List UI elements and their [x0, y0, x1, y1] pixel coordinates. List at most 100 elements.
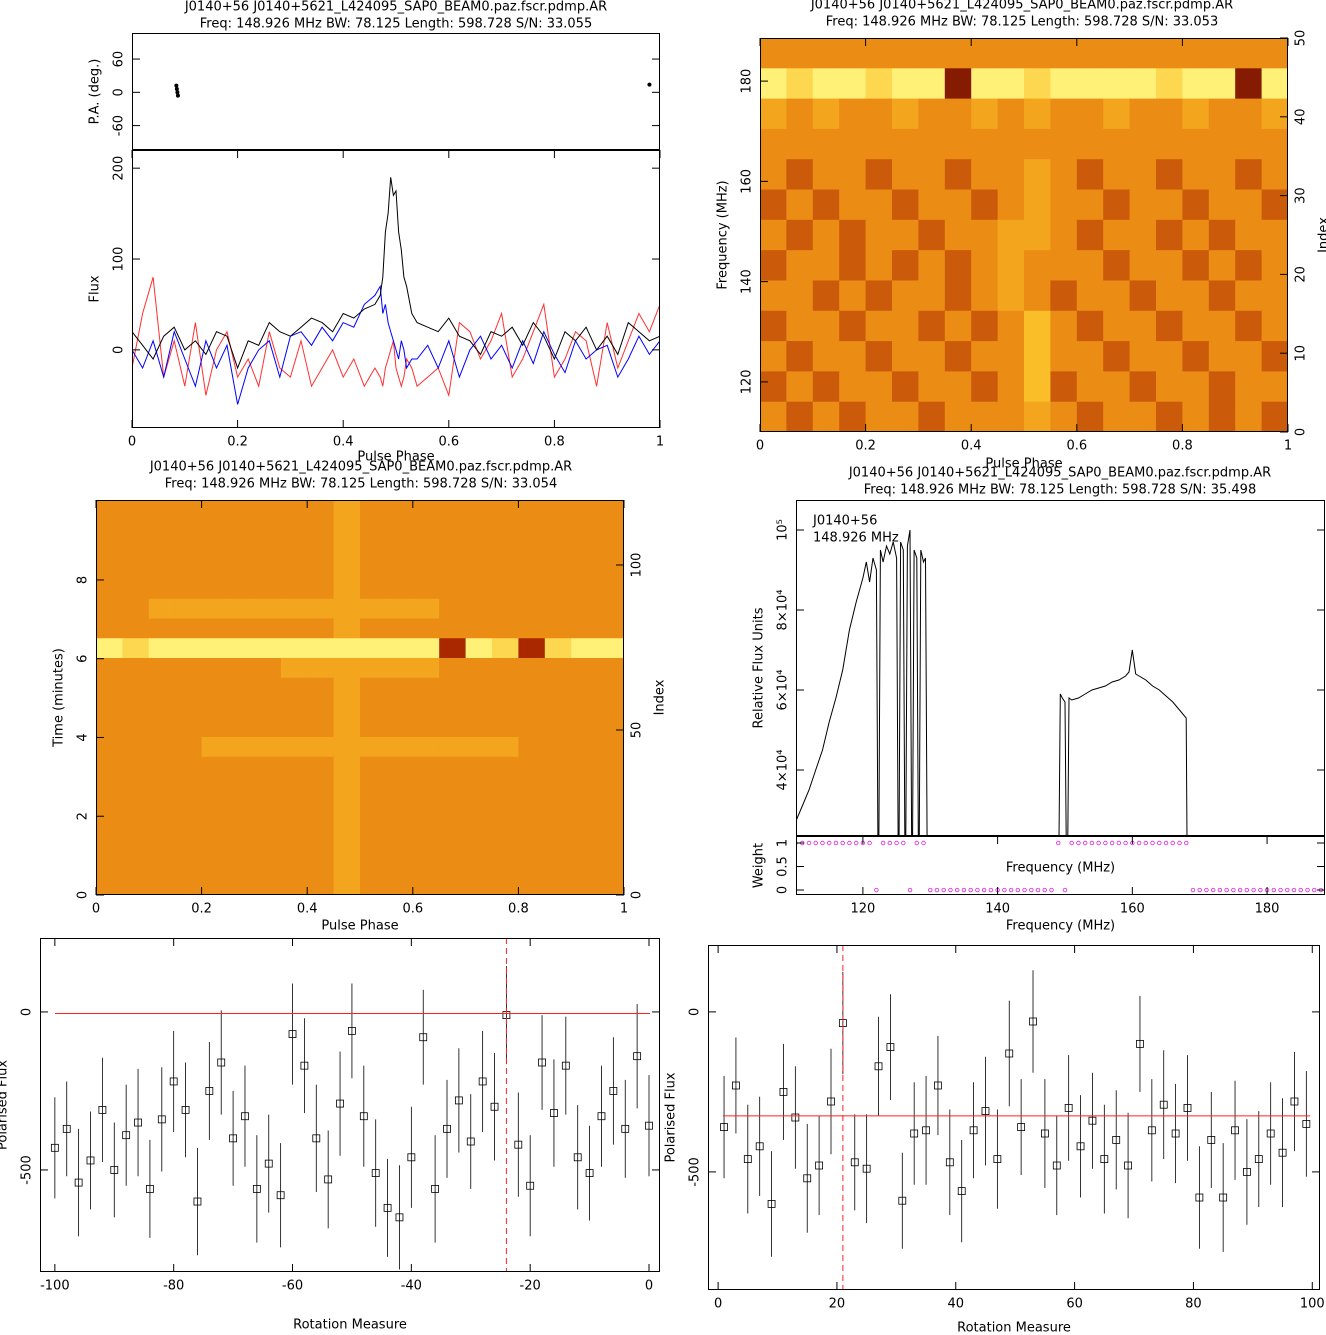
heatmap-cell — [760, 189, 787, 221]
heatmap-cell — [1076, 401, 1104, 432]
plot-frame — [760, 38, 1288, 432]
heatmap-cell — [201, 598, 229, 619]
heatmap-cell — [492, 816, 519, 837]
heatmap-cell — [175, 855, 203, 876]
y-tick-label: 2 — [76, 812, 91, 820]
heatmap-cell — [1208, 401, 1236, 432]
heatmap-cell — [412, 717, 440, 738]
heatmap-cell — [492, 658, 519, 679]
y2-tick-label: 0 — [630, 891, 645, 899]
heatmap-cell — [122, 539, 150, 560]
data-point — [1305, 887, 1310, 893]
plot-area — [174, 82, 652, 98]
x-axis-label: Pulse Phase — [321, 919, 398, 934]
heatmap-cell — [544, 618, 572, 639]
heatmap-cell — [254, 717, 282, 738]
x-axis-label: Frequency (MHz) — [1006, 861, 1115, 876]
heatmap-cell — [175, 579, 203, 600]
data-point — [948, 887, 953, 893]
heatmap-cell — [492, 539, 519, 560]
heatmap-cell — [839, 371, 867, 403]
data-point — [954, 887, 960, 893]
heatmap-cell — [1261, 128, 1288, 160]
x-axis-label: Pulse Phase — [357, 450, 434, 465]
data-point — [1056, 840, 1061, 846]
heatmap-cell — [254, 519, 282, 540]
heatmap-cell — [412, 776, 440, 797]
data-point — [1124, 1161, 1132, 1170]
heatmap-cell — [175, 796, 203, 817]
heatmap-cell — [254, 796, 282, 817]
heatmap-cell — [892, 128, 919, 160]
heatmap-cell — [307, 677, 335, 698]
heatmap-cell — [1050, 341, 1078, 372]
profile-line — [132, 284, 660, 405]
data-point — [1170, 840, 1175, 846]
heatmap-cell — [812, 98, 840, 130]
heatmap-cell — [971, 68, 999, 100]
heatmap-cell — [307, 579, 335, 600]
data-point — [1266, 1129, 1275, 1138]
heatmap-cell — [492, 875, 519, 895]
y-tick-label: 6×10⁴ — [776, 670, 791, 711]
heatmap-cell — [492, 677, 519, 698]
heatmap-cell — [786, 68, 814, 100]
data-point — [1298, 887, 1303, 893]
data-point — [803, 1174, 812, 1183]
heatmap-cell — [971, 341, 999, 372]
heatmap-cell — [465, 796, 493, 817]
heatmap-cell — [280, 638, 308, 659]
heatmap-cell — [518, 697, 546, 718]
heatmap-cell — [839, 250, 867, 281]
heatmap-cell — [492, 737, 519, 758]
y-tick-label: 180 — [740, 69, 755, 94]
heatmap-cell — [307, 776, 335, 797]
heatmap-cell — [492, 500, 519, 521]
y-axis-label: Frequency (MHz) — [716, 180, 731, 289]
data-point — [934, 1081, 942, 1090]
heatmap-cell — [1076, 250, 1104, 281]
heatmap-cell — [412, 855, 440, 876]
heatmap-cell — [439, 598, 467, 619]
data-point — [1052, 1161, 1061, 1170]
heatmap-cell — [518, 539, 546, 560]
data-point — [914, 840, 919, 846]
data-point — [874, 1062, 883, 1071]
heatmap-cell — [280, 855, 308, 876]
data-point — [840, 840, 845, 846]
heatmap-cell — [892, 341, 919, 372]
plot-area — [760, 38, 1288, 432]
heatmap-cell — [254, 559, 282, 580]
plot-area — [796, 529, 1188, 836]
chart-subtitle: Freq: 148.926 MHz BW: 78.125 Length: 598… — [200, 17, 592, 32]
heatmap-cell — [1235, 98, 1263, 130]
heatmap-cell — [439, 875, 467, 895]
heatmap-cell — [175, 638, 203, 659]
heatmap-cell — [1076, 280, 1104, 312]
heatmap-cell — [918, 98, 946, 130]
heatmap-cell — [571, 816, 599, 837]
heatmap-cell — [492, 776, 519, 797]
data-point — [1278, 887, 1283, 893]
data-point — [743, 1155, 752, 1164]
x-tick-label: 0 — [756, 439, 764, 454]
heatmap-cell — [148, 717, 176, 738]
heatmap-cell — [412, 756, 440, 777]
x-tick-label: 60 — [1066, 1297, 1083, 1312]
data-point — [1136, 840, 1142, 846]
heatmap-cell — [333, 816, 361, 837]
heatmap-cell — [1024, 68, 1051, 100]
heatmap-cell — [1182, 98, 1210, 130]
heatmap-cell — [597, 875, 624, 895]
data-point — [1062, 887, 1068, 893]
heatmap-cell — [944, 371, 972, 403]
heatmap-cell — [228, 658, 255, 679]
data-point — [1029, 887, 1034, 893]
heatmap-cell — [439, 559, 467, 580]
heatmap-cell — [1076, 68, 1104, 100]
data-point — [1254, 1155, 1263, 1164]
heatmap-cell — [280, 835, 308, 856]
data-point — [993, 1155, 1002, 1164]
heatmap-cell — [1235, 219, 1263, 251]
